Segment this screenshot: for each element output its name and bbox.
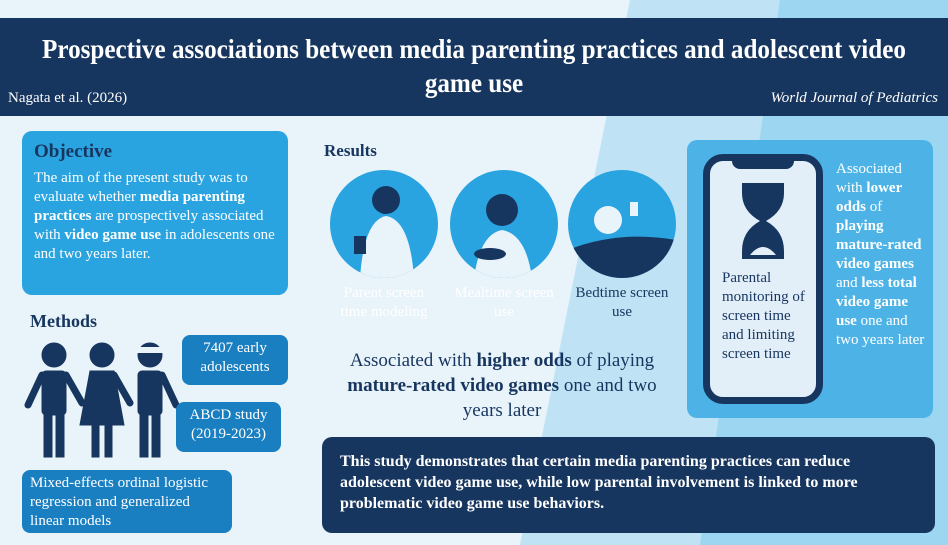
- methods-heading: Methods: [30, 311, 97, 331]
- page-title: Prospective associations between media p…: [42, 34, 906, 98]
- result-label-parent: Parent screen time modeling: [340, 285, 428, 320]
- bedtime-phone-icon: [568, 170, 676, 278]
- results-heading: Results: [324, 141, 377, 160]
- study-callout: ABCD study (2019-2023): [176, 402, 281, 452]
- lower-odds-text: Associated with lower odds of playing ma…: [836, 160, 931, 350]
- objective-box: Objective The aim of the present study w…: [22, 131, 288, 295]
- journal-name: World Journal of Pediatrics: [770, 90, 938, 106]
- authors: Nagata et al. (2026): [8, 90, 128, 106]
- text-segment: are prospectively associated with: [34, 208, 264, 243]
- higher-odds-text: Associated with higher odds of playing m…: [332, 348, 672, 423]
- hourglass-icon: [742, 183, 784, 259]
- result-label-mealtime: Mealtime screen use: [454, 285, 554, 320]
- parent-phone-icon: [330, 170, 438, 278]
- text-segment: one and two years later: [836, 313, 925, 348]
- text-segment: The aim of the present study was to eval…: [34, 170, 248, 205]
- text-segment: Associated with: [836, 161, 902, 196]
- text-segment: Associated with: [349, 350, 477, 371]
- text-segment: in adolescents one and two years later.: [34, 227, 275, 262]
- monitoring-label: Parental monitoring of screen time and l…: [722, 270, 805, 362]
- sample-size-callout: 7407 early adolescents: [182, 335, 288, 385]
- models-callout: Mixed-effects ordinal logistic regressio…: [22, 470, 232, 533]
- header-banner: Prospective associations between media p…: [0, 18, 948, 116]
- adolescents-icon: [24, 342, 180, 458]
- bold-text: higher odds: [476, 350, 572, 371]
- result-label-bedtime: Bedtime screen use: [575, 285, 669, 320]
- bold-text: playing mature-rated video games: [836, 218, 922, 272]
- bold-text: media parenting practices: [34, 189, 245, 224]
- conclusion-box: This study demonstrates that certain med…: [322, 437, 935, 533]
- bold-text: less total video game use: [836, 275, 917, 329]
- mealtime-phone-icon: [450, 170, 558, 278]
- objective-text: The aim of the present study was to eval…: [34, 169, 276, 264]
- bold-text: video game use: [64, 227, 162, 243]
- objective-heading: Objective: [34, 141, 113, 162]
- text-segment: one and two years later: [462, 375, 657, 421]
- bold-text: lower odds: [836, 180, 902, 215]
- phone-frame: Parental monitoring of screen time and l…: [703, 154, 823, 404]
- text-segment: of: [866, 199, 883, 215]
- text-segment: of playing: [571, 350, 655, 371]
- text-segment: and: [836, 275, 862, 291]
- bold-text: mature-rated video games: [347, 375, 560, 396]
